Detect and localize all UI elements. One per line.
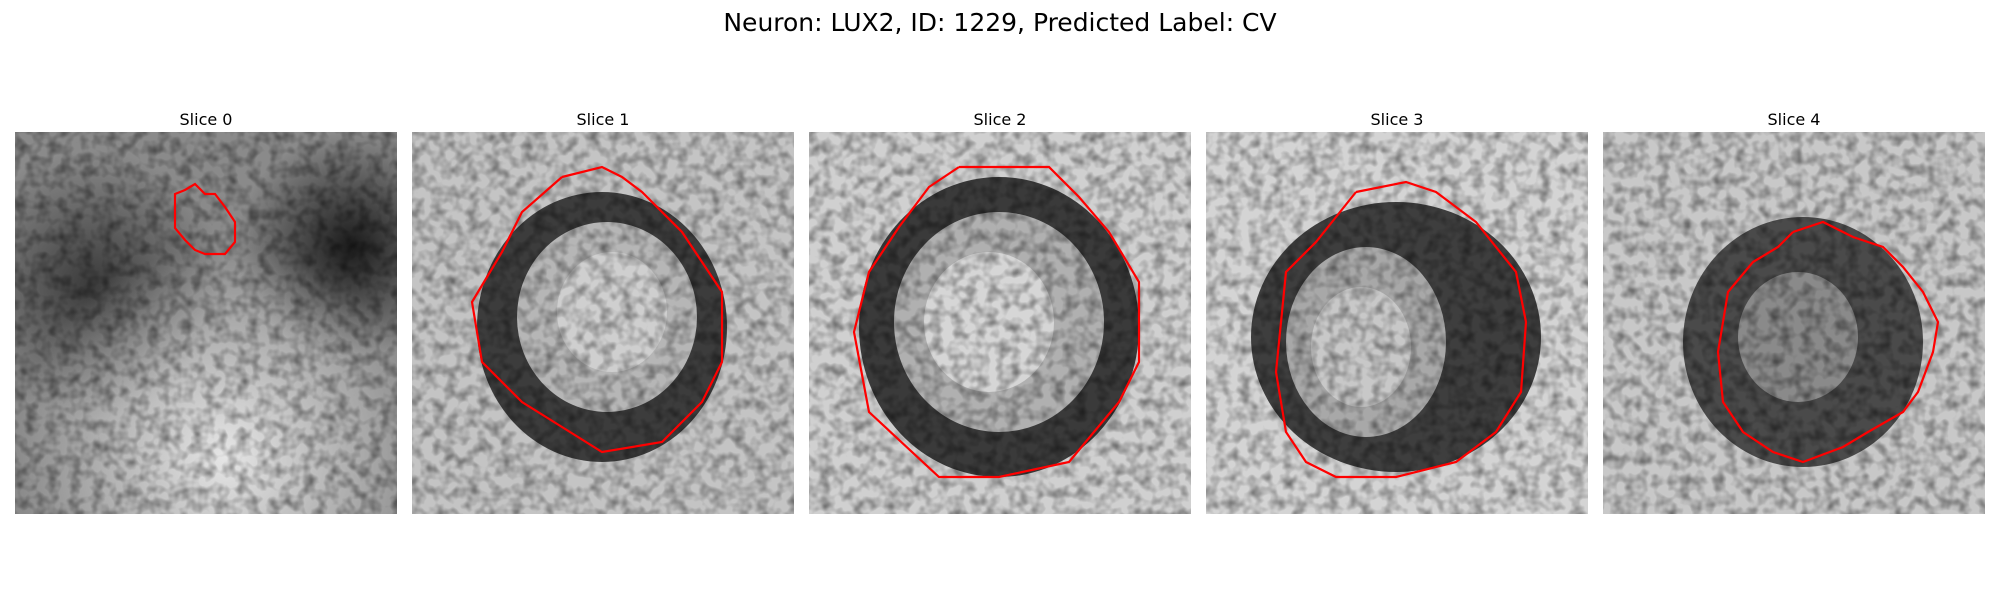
slice-panel-2: Slice 2: [809, 108, 1191, 514]
slice-title-2: Slice 2: [973, 110, 1027, 129]
slice-panel-1: Slice 1: [412, 108, 794, 514]
slice-panel-0: Slice 0: [15, 108, 397, 514]
slice-image-4: [1603, 132, 1985, 514]
contour-3: [1274, 180, 1528, 479]
slice-image-3: [1206, 132, 1588, 514]
slice-title-0: Slice 0: [179, 110, 233, 129]
slice-image-1: [412, 132, 794, 514]
slice-image-2: [809, 132, 1191, 514]
slice-image-0: [15, 132, 397, 514]
slice-title-3: Slice 3: [1370, 110, 1424, 129]
contour-4: [1716, 220, 1940, 464]
slice-title-1: Slice 1: [576, 110, 630, 129]
slice-title-4: Slice 4: [1767, 110, 1821, 129]
slice-panel-4: Slice 4: [1603, 108, 1985, 514]
contour-0: [173, 182, 237, 256]
slice-panel-3: Slice 3: [1206, 108, 1588, 514]
contour-1: [470, 165, 724, 454]
contour-2: [852, 165, 1141, 479]
figure-title: Neuron: LUX2, ID: 1229, Predicted Label:…: [723, 8, 1277, 37]
